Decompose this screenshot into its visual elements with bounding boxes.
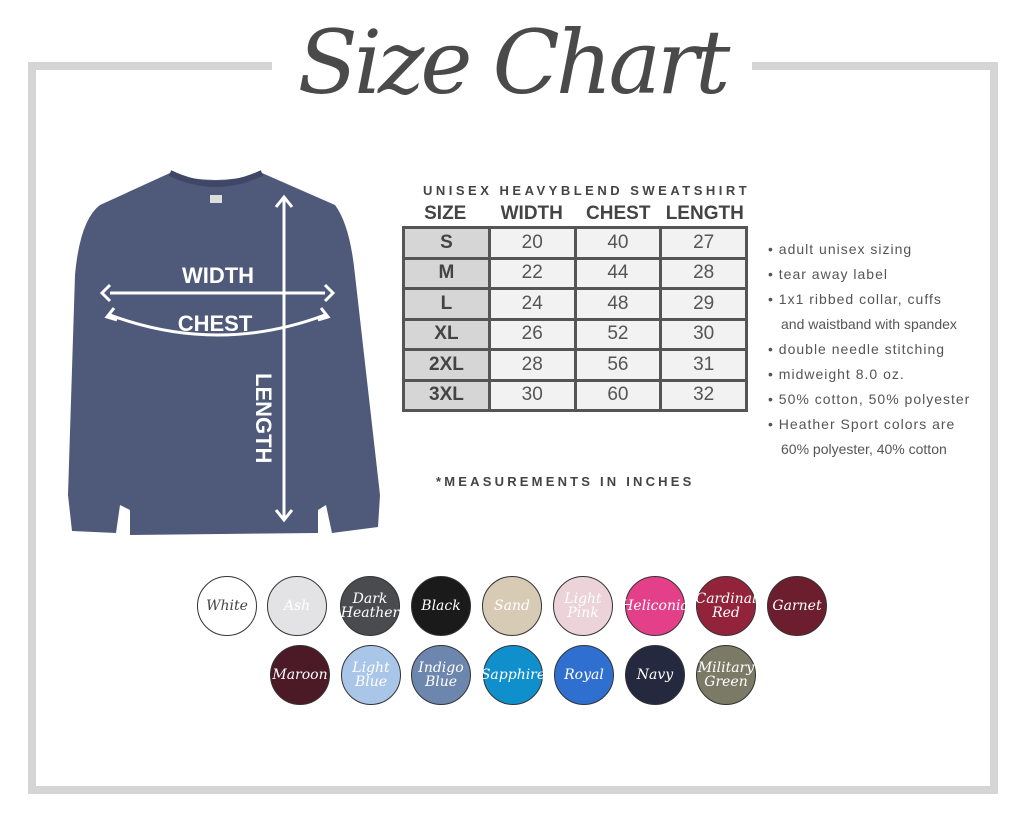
table-header: SIZE WIDTH CHEST LENGTH — [402, 203, 748, 225]
color-swatch: Garnet — [767, 576, 827, 636]
table-row: XL 26 52 30 — [402, 317, 748, 351]
table-cell: M — [402, 256, 491, 290]
table-cell: 2XL — [402, 348, 491, 382]
color-swatch: Dark Heather — [340, 576, 400, 636]
color-name: Cardinal Red — [695, 591, 757, 621]
color-swatch: Royal — [554, 645, 614, 705]
feature-item: • double needle stitching — [768, 341, 946, 357]
table-row: M 22 44 28 — [402, 256, 748, 290]
color-name: Black — [421, 598, 461, 614]
table-cell: 20 — [487, 226, 577, 260]
table-cell: 26 — [487, 317, 577, 351]
table-row: 3XL 30 60 32 — [402, 378, 748, 412]
table-cell: XL — [402, 317, 491, 351]
feature-item: • Heather Sport colors are — [768, 416, 956, 432]
color-name: Light Pink — [564, 591, 602, 621]
neck-label — [210, 195, 222, 203]
color-swatch: Light Pink — [553, 576, 613, 636]
table-cell: 29 — [659, 287, 748, 321]
feature-list: • adult unisex sizing • tear away label … — [768, 239, 970, 464]
feature-item: • midweight 8.0 oz. — [768, 366, 905, 382]
sweatshirt-shape — [68, 173, 380, 535]
color-swatch: Black — [411, 576, 471, 636]
table-cell: 44 — [573, 256, 663, 290]
table-cell: 28 — [487, 348, 577, 382]
table-cell: L — [402, 287, 491, 321]
color-name: Dark Heather — [340, 591, 400, 621]
color-swatch: Ash — [267, 576, 327, 636]
color-swatch: Navy — [625, 645, 685, 705]
page-title: Size Chart — [272, 0, 752, 130]
color-swatch: Sapphire — [480, 645, 546, 705]
header-length: LENGTH — [665, 203, 744, 224]
color-swatch: Heliconia — [621, 576, 689, 636]
color-swatch: Maroon — [270, 645, 330, 705]
color-swatch: Military Green — [696, 645, 756, 705]
color-swatch: Indigo Blue — [411, 645, 471, 705]
color-swatch: Cardinal Red — [695, 576, 757, 636]
header-size: SIZE — [424, 203, 467, 224]
table-cell: 32 — [659, 378, 748, 412]
header-chest: CHEST — [586, 203, 651, 224]
table-cell: 27 — [659, 226, 748, 260]
color-swatch: White — [197, 576, 257, 636]
feature-item: • 1x1 ribbed collar, cuffs — [768, 291, 942, 307]
sweatshirt-diagram: WIDTH CHEST LENGTH — [68, 170, 380, 535]
color-swatch: Sand — [482, 576, 542, 636]
feature-item: • adult unisex sizing — [768, 241, 913, 257]
table-row: 2XL 28 56 31 — [402, 348, 748, 382]
measurement-arrows — [99, 194, 336, 523]
collar — [168, 170, 264, 187]
color-name: Sapphire — [480, 667, 546, 683]
color-name: Military Green — [697, 660, 755, 690]
color-name: Ash — [283, 598, 311, 614]
table-subtitle: UNISEX HEAVYBLEND SWEATSHIRT — [423, 183, 751, 198]
table-cell: 31 — [659, 348, 748, 382]
table-cell: 40 — [573, 226, 663, 260]
color-swatch: Light Blue — [341, 645, 401, 705]
size-table: S 20 40 27 M 22 44 28 L 24 48 29 XL 26 52 30 2XL 28 56 31 3X… — [402, 226, 748, 412]
width-label: WIDTH — [182, 263, 254, 288]
table-cell: 60 — [573, 378, 663, 412]
table-cell: S — [402, 226, 491, 260]
length-label: LENGTH — [251, 373, 276, 463]
color-name: White — [206, 598, 248, 614]
table-cell: 3XL — [402, 378, 491, 412]
table-cell: 28 — [659, 256, 748, 290]
table-cell: 52 — [573, 317, 663, 351]
table-cell: 30 — [487, 378, 577, 412]
chest-label: CHEST — [178, 311, 253, 336]
color-name: Navy — [636, 667, 674, 683]
feature-item: 60% polyester, 40% cotton — [781, 441, 947, 457]
header-width: WIDTH — [500, 203, 563, 224]
measurement-note: *MEASUREMENTS IN INCHES — [436, 474, 695, 489]
color-name: Sand — [494, 598, 530, 614]
color-name: Heliconia — [621, 598, 689, 614]
table-cell: 30 — [659, 317, 748, 351]
color-name: Light Blue — [352, 660, 390, 690]
table-cell: 24 — [487, 287, 577, 321]
color-name: Garnet — [772, 598, 822, 614]
feature-item: • tear away label — [768, 266, 888, 282]
feature-item: • 50% cotton, 50% polyester — [768, 391, 971, 407]
color-name: Maroon — [272, 667, 328, 683]
table-row: S 20 40 27 — [402, 226, 748, 260]
table-cell: 22 — [487, 256, 577, 290]
color-name: Indigo Blue — [418, 660, 464, 690]
table-row: L 24 48 29 — [402, 287, 748, 321]
color-name: Royal — [564, 667, 604, 683]
table-cell: 48 — [573, 287, 663, 321]
table-cell: 56 — [573, 348, 663, 382]
feature-item: and waistband with spandex — [781, 316, 957, 332]
